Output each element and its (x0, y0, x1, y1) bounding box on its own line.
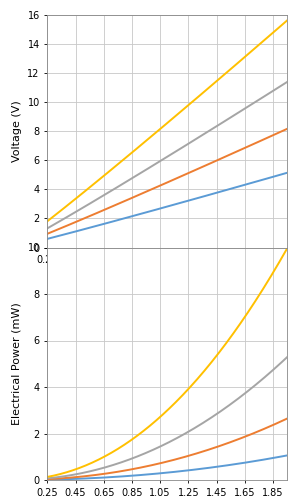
Beam3 (117Hz) (188, 140, 192, 145)
Beam3 (117Hz) (285, 79, 289, 85)
Beam3 (117Hz) (46, 476, 49, 482)
Beam1 (408Hz) (248, 180, 251, 186)
Beam3 (117Hz) (248, 102, 251, 108)
Beam1 (408Hz) (46, 476, 50, 482)
Beam4 (78Hz) (192, 380, 196, 386)
Beam2 (197Hz) (192, 168, 196, 173)
Beam2 (197Hz) (46, 230, 50, 236)
Beam2 (197Hz) (248, 143, 251, 149)
Beam1 (408Hz) (188, 467, 192, 473)
Line: Beam2 (197Hz): Beam2 (197Hz) (47, 418, 287, 479)
Beam3 (117Hz) (187, 140, 191, 146)
Beam4 (78Hz) (46, 474, 50, 480)
Beam4 (78Hz) (188, 100, 192, 106)
Beam1 (408Hz) (46, 236, 50, 242)
Beam1 (408Hz) (285, 170, 289, 176)
Beam2 (197Hz) (285, 126, 289, 132)
Beam3 (117Hz) (263, 93, 266, 99)
Beam4 (78Hz) (187, 385, 191, 391)
Beam1 (408Hz) (46, 476, 49, 482)
Line: Beam3 (117Hz): Beam3 (117Hz) (47, 82, 287, 229)
Beam2 (197Hz) (46, 476, 49, 482)
Beam4 (78Hz) (46, 218, 50, 224)
Y-axis label: Voltage (V): Voltage (V) (12, 100, 22, 162)
Beam1 (408Hz) (187, 198, 191, 203)
Beam4 (78Hz) (285, 246, 289, 252)
Beam2 (197Hz) (285, 416, 289, 422)
Beam4 (78Hz) (263, 37, 266, 43)
Beam3 (117Hz) (46, 226, 49, 232)
Beam2 (197Hz) (263, 426, 266, 432)
Beam2 (197Hz) (192, 451, 196, 457)
Beam4 (78Hz) (192, 98, 196, 103)
Beam2 (197Hz) (46, 476, 50, 482)
Beam4 (78Hz) (187, 102, 191, 107)
Beam4 (78Hz) (46, 218, 49, 224)
Y-axis label: Electrical Power (mW): Electrical Power (mW) (12, 302, 22, 425)
Beam1 (408Hz) (187, 467, 191, 473)
Legend: Beam1 (408Hz), Beam2 (197Hz), Beam3 (117Hz), Beam4 (78Hz): Beam1 (408Hz), Beam2 (197Hz), Beam3 (117… (67, 340, 268, 363)
Beam4 (78Hz) (46, 474, 49, 480)
Beam4 (78Hz) (188, 384, 192, 390)
Beam1 (408Hz) (188, 197, 192, 203)
Beam3 (117Hz) (188, 428, 192, 434)
Beam4 (78Hz) (263, 284, 266, 290)
Beam3 (117Hz) (192, 137, 196, 143)
Beam2 (197Hz) (263, 136, 266, 142)
Beam3 (117Hz) (192, 426, 196, 432)
Beam3 (117Hz) (263, 374, 266, 380)
Beam2 (197Hz) (188, 452, 192, 458)
X-axis label: Acceleration (g): Acceleration (g) (123, 270, 212, 280)
Beam4 (78Hz) (248, 50, 251, 56)
Beam1 (408Hz) (263, 176, 266, 182)
Line: Beam4 (78Hz): Beam4 (78Hz) (47, 248, 287, 477)
Beam3 (117Hz) (248, 387, 251, 393)
Beam2 (197Hz) (248, 432, 251, 438)
Beam1 (408Hz) (46, 236, 49, 242)
Beam3 (117Hz) (46, 476, 50, 482)
Line: Beam1 (408Hz): Beam1 (408Hz) (47, 456, 287, 479)
Beam2 (197Hz) (46, 231, 49, 237)
Beam4 (78Hz) (285, 18, 289, 24)
Beam1 (408Hz) (192, 466, 196, 472)
Beam1 (408Hz) (192, 196, 196, 202)
Beam1 (408Hz) (285, 452, 289, 458)
Beam2 (197Hz) (188, 170, 192, 175)
Line: Beam3 (117Hz): Beam3 (117Hz) (47, 357, 287, 478)
Line: Beam4 (78Hz): Beam4 (78Hz) (47, 20, 287, 221)
Beam4 (78Hz) (248, 307, 251, 313)
Beam2 (197Hz) (187, 452, 191, 458)
Beam3 (117Hz) (46, 225, 50, 231)
Beam3 (117Hz) (187, 428, 191, 434)
Line: Beam2 (197Hz): Beam2 (197Hz) (47, 129, 287, 234)
Beam2 (197Hz) (187, 170, 191, 175)
Beam1 (408Hz) (248, 459, 251, 465)
Beam1 (408Hz) (263, 456, 266, 462)
Beam3 (117Hz) (285, 354, 289, 360)
Line: Beam1 (408Hz): Beam1 (408Hz) (47, 173, 287, 239)
